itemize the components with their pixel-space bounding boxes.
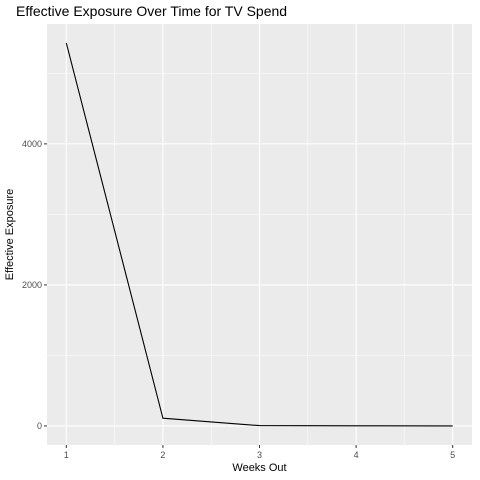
chart-title: Effective Exposure Over Time for TV Spen… [16,3,287,19]
series-line [65,42,453,427]
y-tick-label: 0 [37,421,42,431]
x-tick-label: 4 [354,450,359,460]
y-axis: 0 2000 4000 [22,139,47,431]
major-gridlines [47,24,472,445]
x-tick-label: 3 [257,450,262,460]
x-axis: 1 2 3 4 5 [64,445,455,460]
y-tick-label: 4000 [22,139,42,149]
x-tick-label: 2 [160,450,165,460]
x-axis-title: Weeks Out [232,462,286,474]
x-tick-label: 5 [450,450,455,460]
series-layer [65,42,453,427]
y-tick-label: 2000 [22,280,42,290]
x-tick-label: 1 [64,450,69,460]
y-axis-title: Effective Exposure [4,189,16,281]
